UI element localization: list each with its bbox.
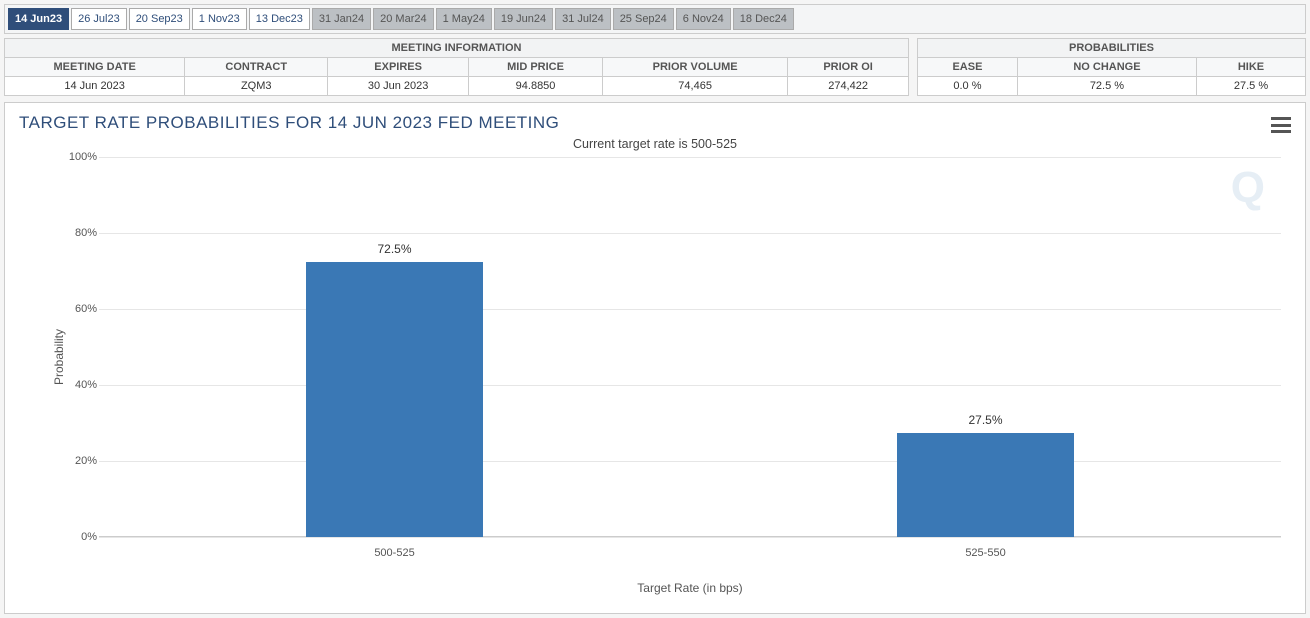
meeting-info-table: MEETING INFORMATION MEETING DATECONTRACT… bbox=[4, 38, 909, 96]
date-tabs: 14 Jun2326 Jul2320 Sep231 Nov2313 Dec233… bbox=[4, 4, 1306, 34]
x-tick: 525-550 bbox=[965, 547, 1005, 559]
mi-cell: 30 Jun 2023 bbox=[328, 77, 469, 96]
tab-1-nov23[interactable]: 1 Nov23 bbox=[192, 8, 247, 30]
mi-header: CONTRACT bbox=[185, 58, 328, 77]
mi-header: MID PRICE bbox=[469, 58, 603, 77]
bar-525-550[interactable]: 27.5% bbox=[897, 433, 1074, 538]
mi-header: MEETING DATE bbox=[5, 58, 185, 77]
tab-13-dec23[interactable]: 13 Dec23 bbox=[249, 8, 310, 30]
tab-19-jun24: 19 Jun24 bbox=[494, 8, 553, 30]
probabilities-table: PROBABILITIES EASENO CHANGEHIKE 0.0 %72.… bbox=[917, 38, 1306, 96]
y-axis-label: Probability bbox=[52, 329, 66, 385]
pi-header: NO CHANGE bbox=[1017, 58, 1196, 77]
x-tick: 500-525 bbox=[374, 547, 414, 559]
y-tick: 0% bbox=[59, 531, 97, 543]
y-tick: 60% bbox=[59, 303, 97, 315]
tab-1-may24: 1 May24 bbox=[436, 8, 492, 30]
chart-title: TARGET RATE PROBABILITIES FOR 14 JUN 202… bbox=[19, 113, 1291, 133]
tab-6-nov24: 6 Nov24 bbox=[676, 8, 731, 30]
probabilities-title: PROBABILITIES bbox=[918, 39, 1306, 58]
mi-cell: 74,465 bbox=[603, 77, 788, 96]
mi-cell: 94.8850 bbox=[469, 77, 603, 96]
tab-14-jun23[interactable]: 14 Jun23 bbox=[8, 8, 69, 30]
mi-cell: 14 Jun 2023 bbox=[5, 77, 185, 96]
pi-cell: 27.5 % bbox=[1197, 77, 1306, 96]
mi-cell: ZQM3 bbox=[185, 77, 328, 96]
y-tick: 20% bbox=[59, 455, 97, 467]
meeting-info-title: MEETING INFORMATION bbox=[5, 39, 909, 58]
mi-header: PRIOR VOLUME bbox=[603, 58, 788, 77]
tab-18-dec24: 18 Dec24 bbox=[733, 8, 794, 30]
tab-31-jan24: 31 Jan24 bbox=[312, 8, 371, 30]
y-tick: 80% bbox=[59, 227, 97, 239]
pi-header: HIKE bbox=[1197, 58, 1306, 77]
tab-25-sep24: 25 Sep24 bbox=[613, 8, 674, 30]
y-tick: 40% bbox=[59, 379, 97, 391]
tab-20-mar24: 20 Mar24 bbox=[373, 8, 433, 30]
y-tick: 100% bbox=[59, 151, 97, 163]
chart-container: TARGET RATE PROBABILITIES FOR 14 JUN 202… bbox=[4, 102, 1306, 614]
tab-31-jul24: 31 Jul24 bbox=[555, 8, 611, 30]
x-axis-label: Target Rate (in bps) bbox=[99, 581, 1281, 595]
bar-value-label: 27.5% bbox=[897, 413, 1074, 427]
pi-header: EASE bbox=[918, 58, 1018, 77]
chart-menu-icon[interactable] bbox=[1271, 117, 1291, 133]
mi-header: EXPIRES bbox=[328, 58, 469, 77]
tab-26-jul23[interactable]: 26 Jul23 bbox=[71, 8, 127, 30]
pi-cell: 72.5 % bbox=[1017, 77, 1196, 96]
bar-value-label: 72.5% bbox=[306, 242, 483, 256]
tables-row: MEETING INFORMATION MEETING DATECONTRACT… bbox=[4, 38, 1306, 96]
tab-20-sep23[interactable]: 20 Sep23 bbox=[129, 8, 190, 30]
mi-cell: 274,422 bbox=[788, 77, 909, 96]
chart-plot-area: Probability 0%20%40%60%80%100% 72.5%27.5… bbox=[59, 157, 1281, 557]
pi-cell: 0.0 % bbox=[918, 77, 1018, 96]
bar-500-525[interactable]: 72.5% bbox=[306, 262, 483, 538]
chart-subtitle: Current target rate is 500-525 bbox=[19, 137, 1291, 151]
mi-header: PRIOR OI bbox=[788, 58, 909, 77]
